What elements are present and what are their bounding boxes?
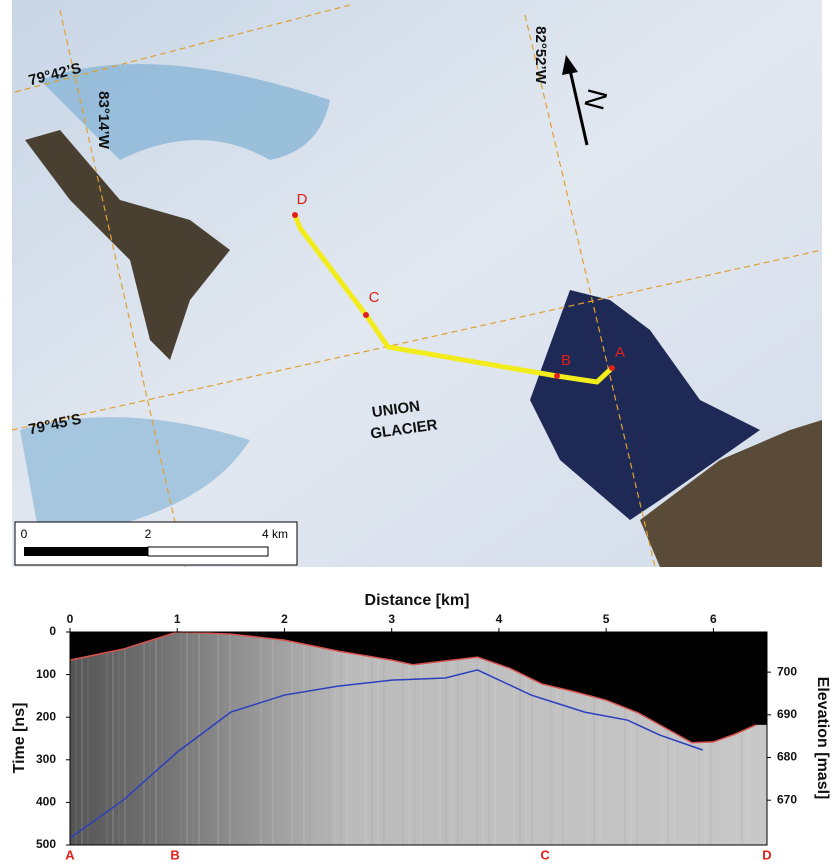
y-tick-label: 500 [36,837,56,851]
point-label: D [297,191,308,208]
y-tick-label: 200 [36,709,56,723]
point-label: B [561,352,571,369]
y2-tick-label: 700 [777,664,797,678]
y-tick-label: 300 [36,752,56,766]
scale-label: 4 km [262,527,288,541]
y-tick-label: 400 [36,795,56,809]
radargram: Distance [km] Time [ns] Elevation [masl]… [11,592,831,862]
scale-bar [148,547,268,556]
y2-axis-title: Elevation [masl] [814,677,831,800]
x-tick-label: 0 [67,612,74,626]
y2-tick-label: 690 [777,707,797,721]
x-tick-label: 2 [281,612,288,626]
x-tick-label: 3 [388,612,395,626]
x-tick-label: 1 [174,612,181,626]
point-label: A [615,344,625,361]
x-axis-title: Distance [km] [365,592,470,609]
scale-box [15,522,297,565]
y-axis-title: Time [ns] [11,703,28,774]
x-tick-label: 6 [710,612,717,626]
x-tick-label: 5 [603,612,610,626]
y-tick-label: 100 [36,667,56,681]
graticule-label: 83°14’W [95,91,112,150]
profile-point-label: C [540,847,550,862]
graticule-label: 82°52’W [532,26,549,85]
profile-point-label: B [170,847,179,862]
y-tick-label: 0 [49,624,56,638]
profile-point-label: D [762,847,771,862]
profile-point-label: A [65,847,75,862]
y2-tick-label: 680 [777,750,797,764]
scale-label: 2 [145,527,152,541]
point-label: C [369,289,380,306]
figure: 79°42’S 83°14’W 82°52’W 79°45’S N D C B … [0,0,834,862]
y2-tick-label: 670 [777,792,797,806]
x-tick-label: 4 [496,612,503,626]
map: 79°42’S 83°14’W 82°52’W 79°45’S N D C B … [12,0,822,567]
scale-bar [24,547,148,556]
scale-label: 0 [21,527,28,541]
